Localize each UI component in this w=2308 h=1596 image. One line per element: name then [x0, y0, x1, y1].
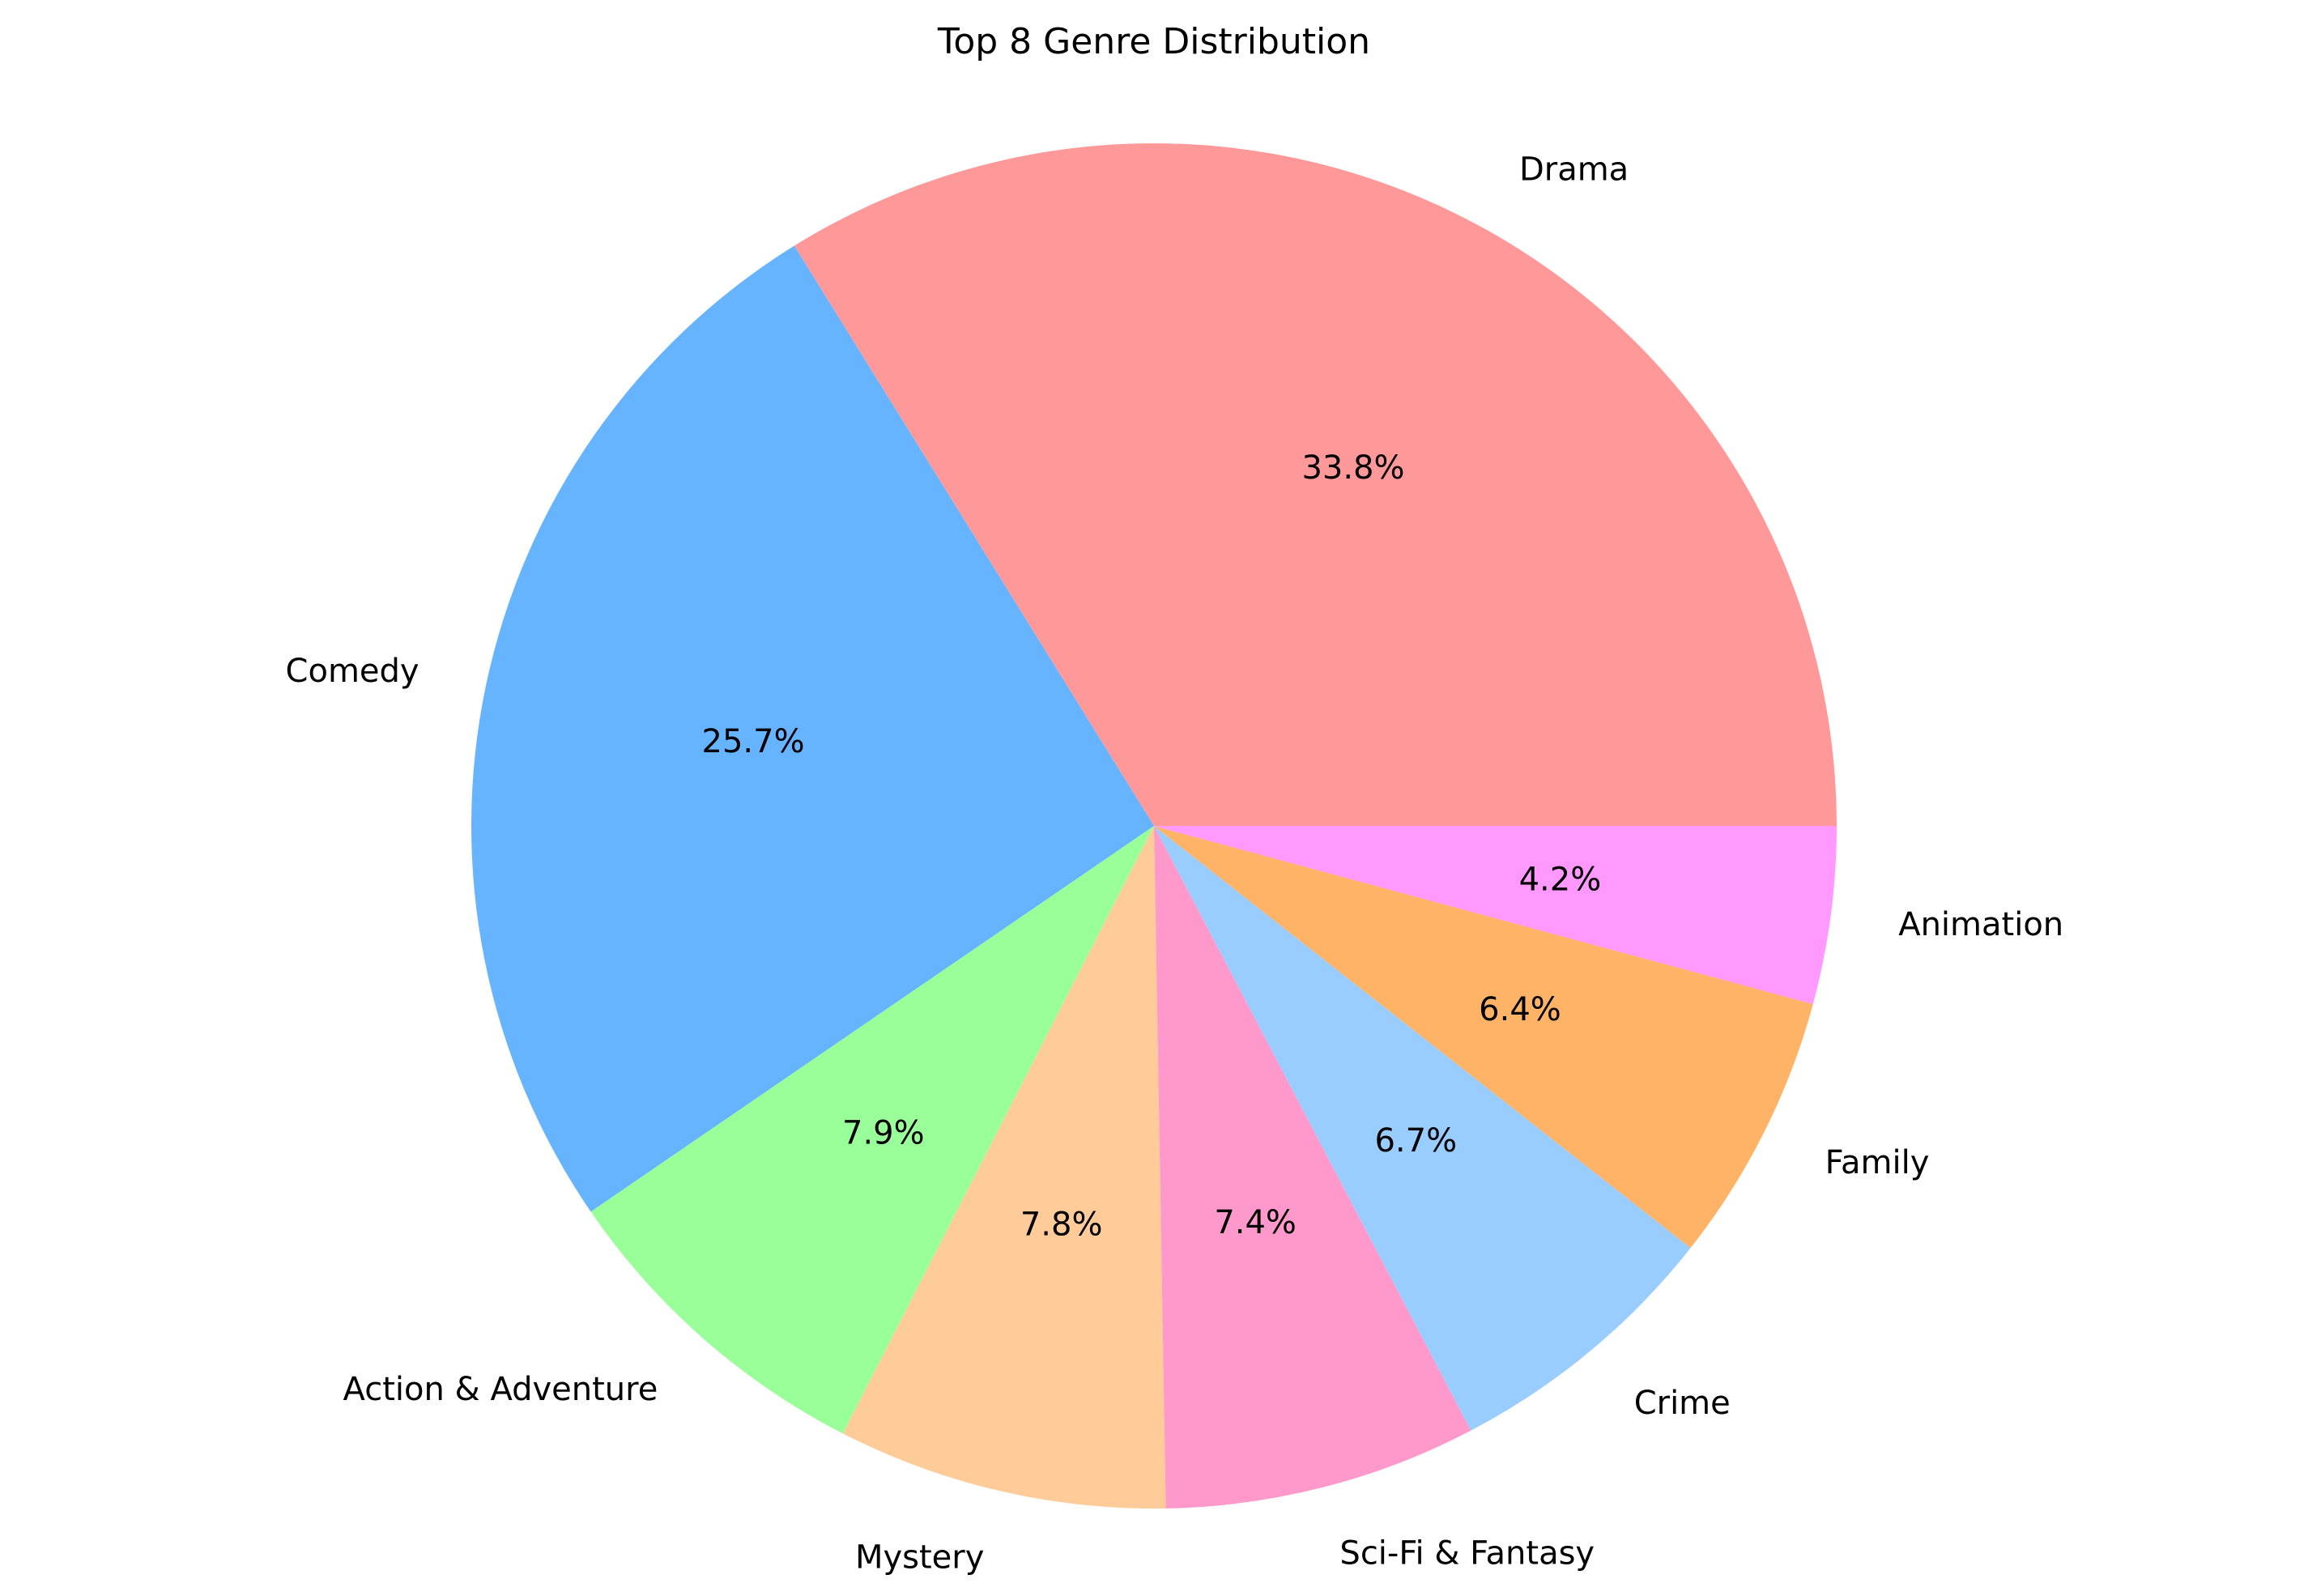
- pie-slice-comedy: [471, 245, 1154, 1212]
- pie-slice-sci-fi-and-fantasy: [1154, 826, 1471, 1509]
- pct-label-drama: 33.8%: [1301, 449, 1404, 487]
- slice-label-action-and-adventure: Action & Adventure: [343, 1371, 658, 1408]
- pct-label-mystery: 7.8%: [1020, 1207, 1103, 1244]
- slice-label-crime: Crime: [1634, 1385, 1731, 1422]
- slice-label-comedy: Comedy: [286, 653, 419, 690]
- pie-slice-family: [1154, 826, 1813, 1249]
- pct-label-family: 6.4%: [1479, 991, 1561, 1028]
- chart-title: Top 8 Genre Distribution: [937, 21, 1370, 62]
- slice-label-animation: Animation: [1898, 906, 2063, 943]
- pct-label-action-and-adventure: 7.9%: [842, 1115, 925, 1152]
- pct-label-animation: 4.2%: [1519, 862, 1602, 899]
- pie-slices: [471, 143, 1837, 1509]
- slice-label-family: Family: [1825, 1144, 1930, 1181]
- percentage-labels: 33.8% 25.7% 7.9% 7.8% 7.4% 6.7% 6.4% 4.2%: [702, 449, 1602, 1244]
- pie-slice-animation: [1154, 826, 1837, 1005]
- slice-label-mystery: Mystery: [855, 1539, 984, 1576]
- pie-slice-mystery: [842, 826, 1166, 1509]
- pct-label-comedy: 25.7%: [702, 723, 805, 760]
- pct-label-crime: 6.7%: [1374, 1122, 1457, 1160]
- pct-label-sci-fi-and-fantasy: 7.4%: [1214, 1204, 1297, 1241]
- pie-slice-action-and-adventure: [590, 826, 1154, 1434]
- pie-slice-drama: [794, 143, 1837, 826]
- slice-label-sci-fi-and-fantasy: Sci-Fi & Fantasy: [1339, 1534, 1595, 1572]
- pie-slice-crime: [1154, 826, 1691, 1431]
- slice-labels: Drama Comedy Action & Adventure Mystery Sci-…: [286, 151, 2064, 1577]
- slice-label-drama: Drama: [1519, 151, 1629, 189]
